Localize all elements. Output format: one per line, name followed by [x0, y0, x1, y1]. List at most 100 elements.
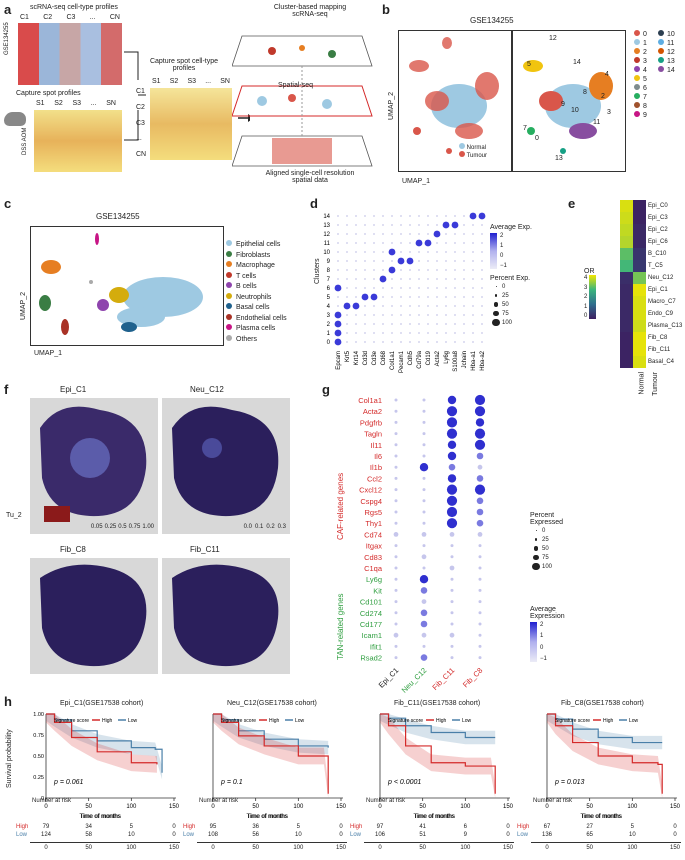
ci-band	[380, 714, 496, 745]
umap-clusters: 12 14 5 4 7 0 8 2 10 11 13 9 3	[512, 30, 626, 172]
dot	[427, 233, 429, 235]
legend-dot	[634, 66, 640, 72]
dot	[436, 251, 438, 253]
dot	[436, 332, 438, 334]
g-gene-tick: Ly6g	[366, 575, 382, 584]
col-label: SN	[106, 100, 116, 107]
y-tick: 0.50	[33, 754, 44, 760]
legend-text: 8	[643, 103, 647, 110]
cluster-tick: 9	[327, 259, 331, 265]
y-tick: 0	[41, 796, 44, 802]
celltype-legend-item: Epithelial cells	[226, 240, 287, 251]
gene-tick: Cd68	[381, 350, 387, 365]
low-label: Low	[629, 718, 639, 724]
dot	[418, 332, 420, 334]
dot	[454, 269, 456, 271]
f-title-3: Fib_C8	[60, 545, 86, 554]
dot	[446, 495, 458, 506]
cluster-label-on-plot: 14	[573, 59, 581, 66]
dot	[463, 314, 465, 316]
g-avg-tick: 2	[540, 622, 544, 628]
dot	[474, 439, 486, 450]
dot	[346, 260, 348, 262]
heat-row-label: B_C10	[648, 251, 667, 257]
dot	[422, 443, 426, 447]
risk-group-label: Low	[350, 832, 362, 838]
dot	[364, 305, 366, 307]
spatial-map-fib-c11	[162, 558, 290, 674]
dot	[445, 260, 447, 262]
capture-heatmap	[34, 110, 122, 172]
pct-dot	[534, 538, 538, 541]
row-label: CN	[136, 151, 147, 158]
dot	[355, 341, 357, 343]
risk-x-tick: 0	[211, 845, 215, 851]
risk-count: 108	[207, 832, 219, 838]
risk-group-label: Low	[517, 832, 529, 838]
dot	[476, 452, 484, 460]
dot	[454, 260, 456, 262]
dot	[454, 323, 456, 325]
dot	[436, 296, 438, 298]
dot	[418, 269, 420, 271]
dot	[463, 260, 465, 262]
col-label: CN	[109, 14, 120, 21]
g-gene-tick: Cd274	[360, 609, 382, 618]
dot	[400, 287, 402, 289]
dot	[373, 215, 375, 217]
km-plot: 0 50 100 150 1.00 0.75 0.50 0.25 0 p = 0.061 Signa…	[33, 712, 179, 820]
d-avg-title: Average Exp.	[490, 224, 532, 231]
dot	[422, 420, 426, 424]
dotplot-genes: Col1a1 Acta2 Pdgfrb Tagln Il11 Il6 Il1b Ccl2 Cxc…	[358, 394, 486, 694]
legend-text: T cells	[236, 272, 257, 280]
g-gene-tick: Col1a1	[358, 396, 382, 405]
dot	[454, 341, 456, 343]
dot	[400, 251, 402, 253]
dot	[463, 341, 465, 343]
risk-label: Number at risk	[199, 798, 239, 804]
x-tick: 50	[85, 804, 92, 810]
survival-curve	[380, 713, 496, 794]
or-gradient	[589, 275, 597, 319]
dot	[422, 510, 426, 514]
dot	[472, 278, 474, 280]
risk-count: 136	[541, 832, 553, 838]
risk-row-high: High 97 41 6 0	[350, 824, 510, 832]
dot	[393, 532, 399, 537]
dot	[420, 620, 428, 628]
dot	[409, 215, 411, 217]
dot	[472, 233, 474, 235]
dot	[391, 233, 393, 235]
cluster-legend-item: 12	[658, 48, 682, 56]
heat-row-label: Basal_C4	[648, 359, 675, 365]
col-label: SN	[220, 78, 230, 85]
celltype-legend-item: B cells	[226, 282, 287, 293]
legend-dot	[226, 324, 232, 330]
dot	[469, 212, 477, 220]
pct-dot	[535, 530, 537, 531]
x-tick: 0	[44, 804, 48, 810]
dot	[373, 341, 375, 343]
low-label: Low	[128, 718, 138, 724]
dot	[337, 260, 339, 262]
g-gene-tick: Cd177	[360, 620, 382, 629]
cluster-tick: 10	[323, 250, 330, 256]
legend-text: Fibroblasts	[236, 251, 271, 259]
dot	[446, 406, 458, 417]
legend-dot	[226, 313, 232, 320]
dot	[346, 224, 348, 226]
risk-group-label: High	[350, 824, 363, 830]
dot	[454, 233, 456, 235]
x-tick: 50	[419, 804, 426, 810]
dot	[450, 622, 454, 626]
celltype-legend-item: Basal cells	[226, 303, 287, 314]
gene-tick: Krt5	[345, 350, 351, 362]
panel-b-xlabel: UMAP_1	[402, 178, 431, 185]
dot	[463, 305, 465, 307]
cluster-tick: 11	[324, 241, 331, 247]
risk-count: 0	[506, 824, 510, 830]
dot	[422, 476, 426, 480]
sig-label: Signature score	[555, 718, 590, 724]
risk-x-tick: 150	[335, 845, 347, 851]
pct-tick: 50	[502, 301, 509, 308]
